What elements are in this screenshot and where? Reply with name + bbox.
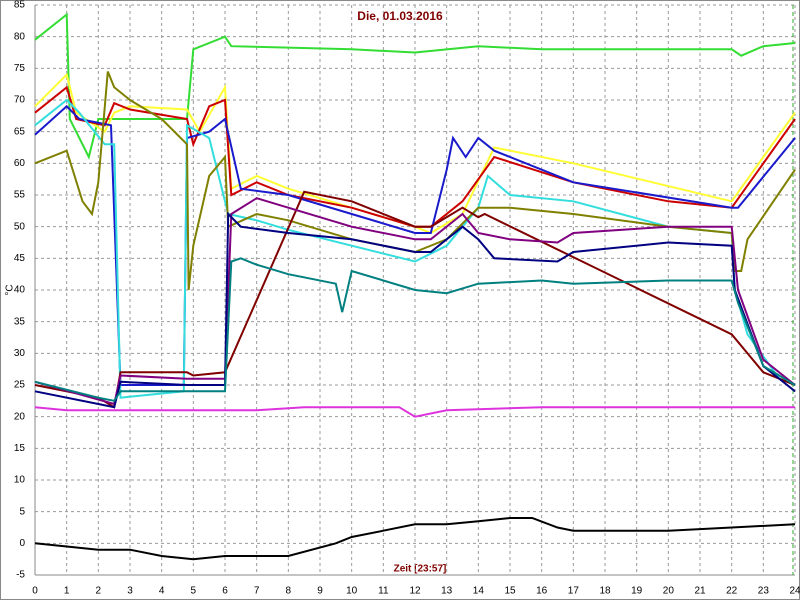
- y-tick-label: 50: [14, 221, 26, 232]
- x-tick-label: 23: [758, 586, 770, 597]
- y-tick-label: 75: [14, 63, 26, 74]
- x-tick-label: 21: [694, 586, 706, 597]
- x-tick-label: 7: [254, 586, 260, 597]
- x-tick-label: 0: [32, 586, 38, 597]
- x-tick-label: 1: [64, 586, 70, 597]
- x-tick-label: 4: [159, 586, 165, 597]
- series-line: [34, 72, 796, 235]
- series-line: [34, 406, 795, 418]
- x-tick-label: 19: [631, 586, 643, 597]
- x-tick-label: 9: [317, 586, 323, 597]
- y-tick-label: 80: [14, 31, 26, 42]
- y-tick-label: -5: [16, 570, 25, 581]
- x-axis-label: Zeit [23:57]: [394, 564, 447, 575]
- x-tick-label: 10: [346, 586, 358, 597]
- y-tick-label: 35: [14, 316, 26, 327]
- y-tick-label: 40: [14, 285, 26, 296]
- x-tick-label: 8: [286, 586, 292, 597]
- x-tick-label: 3: [127, 586, 133, 597]
- y-tick-label: 20: [14, 411, 26, 422]
- y-tick-label: 45: [14, 253, 26, 264]
- y-tick-label: 30: [14, 348, 26, 359]
- x-tick-label: 18: [599, 586, 611, 597]
- x-tick-label: 20: [663, 586, 675, 597]
- y-tick-label: 0: [19, 538, 25, 549]
- x-tick-label: 15: [504, 586, 516, 597]
- x-tick-label: 5: [191, 586, 197, 597]
- y-axis-label: °C: [5, 284, 16, 295]
- x-tick-label: 6: [222, 586, 228, 597]
- y-tick-label: 25: [14, 380, 26, 391]
- series-line: [34, 517, 796, 561]
- y-tick-label: 10: [14, 475, 26, 486]
- y-tick-label: 65: [14, 126, 26, 137]
- y-tick-label: 15: [14, 443, 26, 454]
- x-tick-label: 22: [726, 586, 738, 597]
- x-tick-label: 13: [441, 586, 453, 597]
- y-tick-label: 60: [14, 158, 26, 169]
- chart-title: Die, 01.03.2016: [357, 9, 443, 23]
- series-line: [34, 197, 796, 406]
- series-line: [34, 12, 796, 160]
- series-line: [34, 211, 796, 409]
- x-tick-label: 16: [536, 586, 548, 597]
- x-tick-label: 14: [473, 586, 485, 597]
- y-tick-label: 70: [14, 95, 26, 106]
- y-tick-label: 5: [19, 506, 25, 517]
- x-tick-label: 12: [409, 586, 421, 597]
- series-line: [34, 257, 796, 402]
- y-tick-label: 55: [14, 190, 26, 201]
- x-tick-label: 24: [789, 586, 800, 597]
- x-tick-label: 17: [568, 586, 580, 597]
- x-tick-label: 11: [378, 586, 389, 597]
- y-tick-label: 85: [14, 0, 26, 11]
- x-tick-label: 2: [96, 586, 102, 597]
